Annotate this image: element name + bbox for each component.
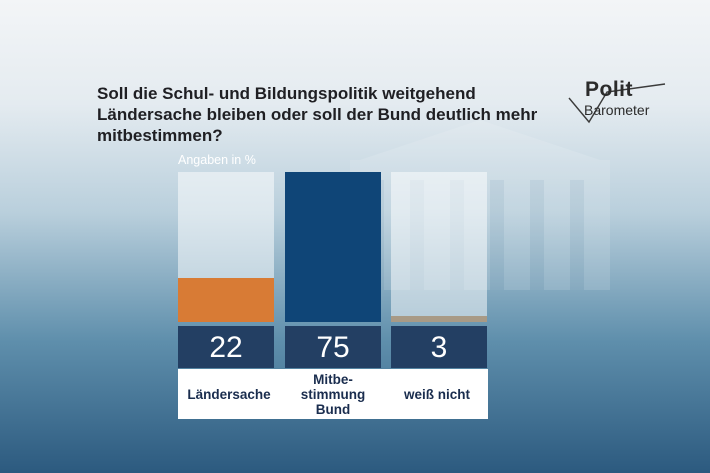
data-label: 75 xyxy=(285,326,381,368)
data-label: 3 xyxy=(391,326,487,368)
bar-weiss-nicht xyxy=(391,316,487,322)
category-label: weiß nicht xyxy=(403,386,470,402)
unit-label: Angaben in % xyxy=(178,153,256,167)
logo-text-polit: Polit xyxy=(585,78,633,101)
value-label-row: 22 75 3 xyxy=(178,326,488,368)
bar-plot-area xyxy=(178,172,488,322)
category-label: Mitbe- stimmung Bund xyxy=(300,371,366,417)
logo-text-barometer: Barometer xyxy=(584,102,650,118)
category-label: Ländersache xyxy=(187,386,271,402)
checkmark-icon xyxy=(568,83,666,124)
bar-mitbestimmung-bund xyxy=(285,172,381,322)
chart-question-title: Soll die Schul- und Bildungspolitik weit… xyxy=(97,84,538,145)
politbarometer-logo: Polit Barometer xyxy=(567,78,667,126)
bar-background xyxy=(391,172,487,322)
data-label: 22 xyxy=(178,326,274,368)
bar-laendersache xyxy=(178,278,274,322)
category-label-row: Ländersache Mitbe- stimmung Bund weiß ni… xyxy=(178,369,488,419)
